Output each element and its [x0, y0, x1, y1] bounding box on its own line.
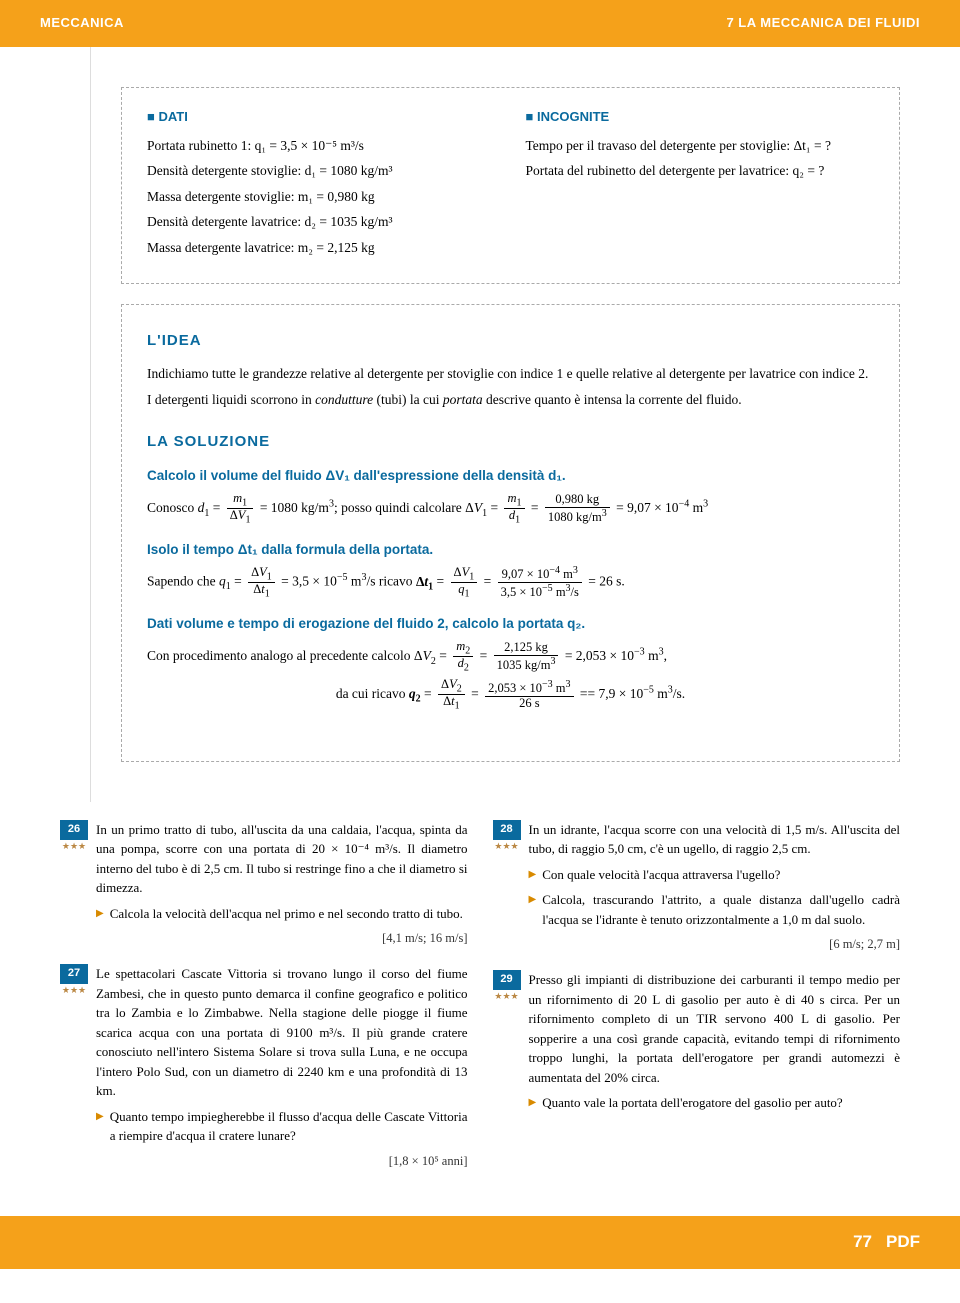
equation: Sapendo che q1 = ΔV1Δt1 = 3,5 × 10−5 m3/…	[147, 565, 874, 600]
exercise-27: 27 ★★★ Le spettacolari Cascate Vittoria s…	[60, 964, 468, 1170]
equation: Conosco d1 = m1ΔV1 = 1080 kg/m3; posso q…	[147, 492, 874, 526]
dati-line: Portata rubinetto 1: q₁ = 3,5 × 10⁻⁵ m³/…	[147, 135, 496, 157]
difficulty-stars: ★★★	[60, 986, 88, 995]
ex-question: Con quale velocità l'acqua attraversa l'…	[542, 865, 780, 885]
ex-number: 26	[60, 820, 88, 840]
ex-question: Calcola la velocità dell'acqua nel primo…	[110, 904, 463, 924]
ex-number: 29	[493, 970, 521, 990]
exercise-28: 28 ★★★ In un idrante, l'acqua scorre con …	[493, 820, 901, 954]
ex-question: Quanto vale la portata dell'erogatore de…	[542, 1093, 843, 1113]
step-heading: Calcolo il volume del fluido ΔV₁ dall'es…	[147, 466, 874, 486]
ex-text: Le spettacolari Cascate Vittoria si trov…	[96, 966, 468, 1098]
difficulty-stars: ★★★	[60, 842, 88, 851]
ex-question: Calcola, trascurando l'attrito, a quale …	[542, 890, 900, 929]
incog-line: Portata del rubinetto del detergente per…	[526, 160, 875, 182]
equation: Con procedimento analogo al precedente c…	[147, 640, 874, 674]
ex-number: 27	[60, 964, 88, 984]
incog-line: Tempo per il travaso del detergente per …	[526, 135, 875, 157]
difficulty-stars: ★★★	[493, 992, 521, 1001]
dati-incognite-box: DATI Portata rubinetto 1: q₁ = 3,5 × 10⁻…	[121, 87, 900, 284]
pdf-label: PDF	[886, 1230, 920, 1255]
equation: da cui ricavo q2 = ΔV2Δt1 = 2,053 × 10−3…	[147, 678, 874, 712]
dati-line: Massa detergente stoviglie: m₁ = 0,980 k…	[147, 186, 496, 208]
difficulty-stars: ★★★	[493, 842, 521, 851]
page-footer: 77 PDF	[0, 1216, 960, 1269]
dati-line: Densità detergente stoviglie: d₁ = 1080 …	[147, 160, 496, 182]
header-left: MECCANICA	[40, 14, 124, 33]
soluzione-title: LA SOLUZIONE	[147, 431, 874, 453]
idea-text: I detergenti liquidi scorrono in condutt…	[147, 389, 874, 411]
dati-line: Massa detergente lavatrice: m₂ = 2,125 k…	[147, 237, 496, 259]
exercise-29: 29 ★★★ Presso gli impianti di distribuzio…	[493, 970, 901, 1119]
dati-line: Densità detergente lavatrice: d₂ = 1035 …	[147, 211, 496, 233]
ex-number: 28	[493, 820, 521, 840]
idea-title: L'IDEA	[147, 330, 874, 352]
idea-solution-box: L'IDEA Indichiamo tutte le grandezze rel…	[121, 304, 900, 762]
dati-title: DATI	[147, 108, 496, 127]
ex-answer: [1,8 × 10⁵ anni]	[96, 1152, 468, 1171]
ex-text: In un primo tratto di tubo, all'uscita d…	[96, 822, 468, 896]
ex-text: Presso gli impianti di distribuzione dei…	[529, 972, 901, 1085]
idea-text: Indichiamo tutte le grandezze relative a…	[147, 363, 874, 385]
header-right: 7 LA MECCANICA DEI FLUIDI	[726, 14, 920, 33]
ex-answer: [6 m/s; 2,7 m]	[529, 935, 901, 954]
ex-answer: [4,1 m/s; 16 m/s]	[96, 929, 468, 948]
exercise-26: 26 ★★★ In un primo tratto di tubo, all'us…	[60, 820, 468, 948]
ex-question: Quanto tempo impiegherebbe il flusso d'a…	[110, 1107, 468, 1146]
page-number: 77	[853, 1230, 872, 1255]
step-heading: Isolo il tempo Δt₁ dalla formula della p…	[147, 540, 874, 560]
step-heading: Dati volume e tempo di erogazione del fl…	[147, 614, 874, 634]
ex-text: In un idrante, l'acqua scorre con una ve…	[529, 822, 901, 857]
incognite-title: INCOGNITE	[526, 108, 875, 127]
